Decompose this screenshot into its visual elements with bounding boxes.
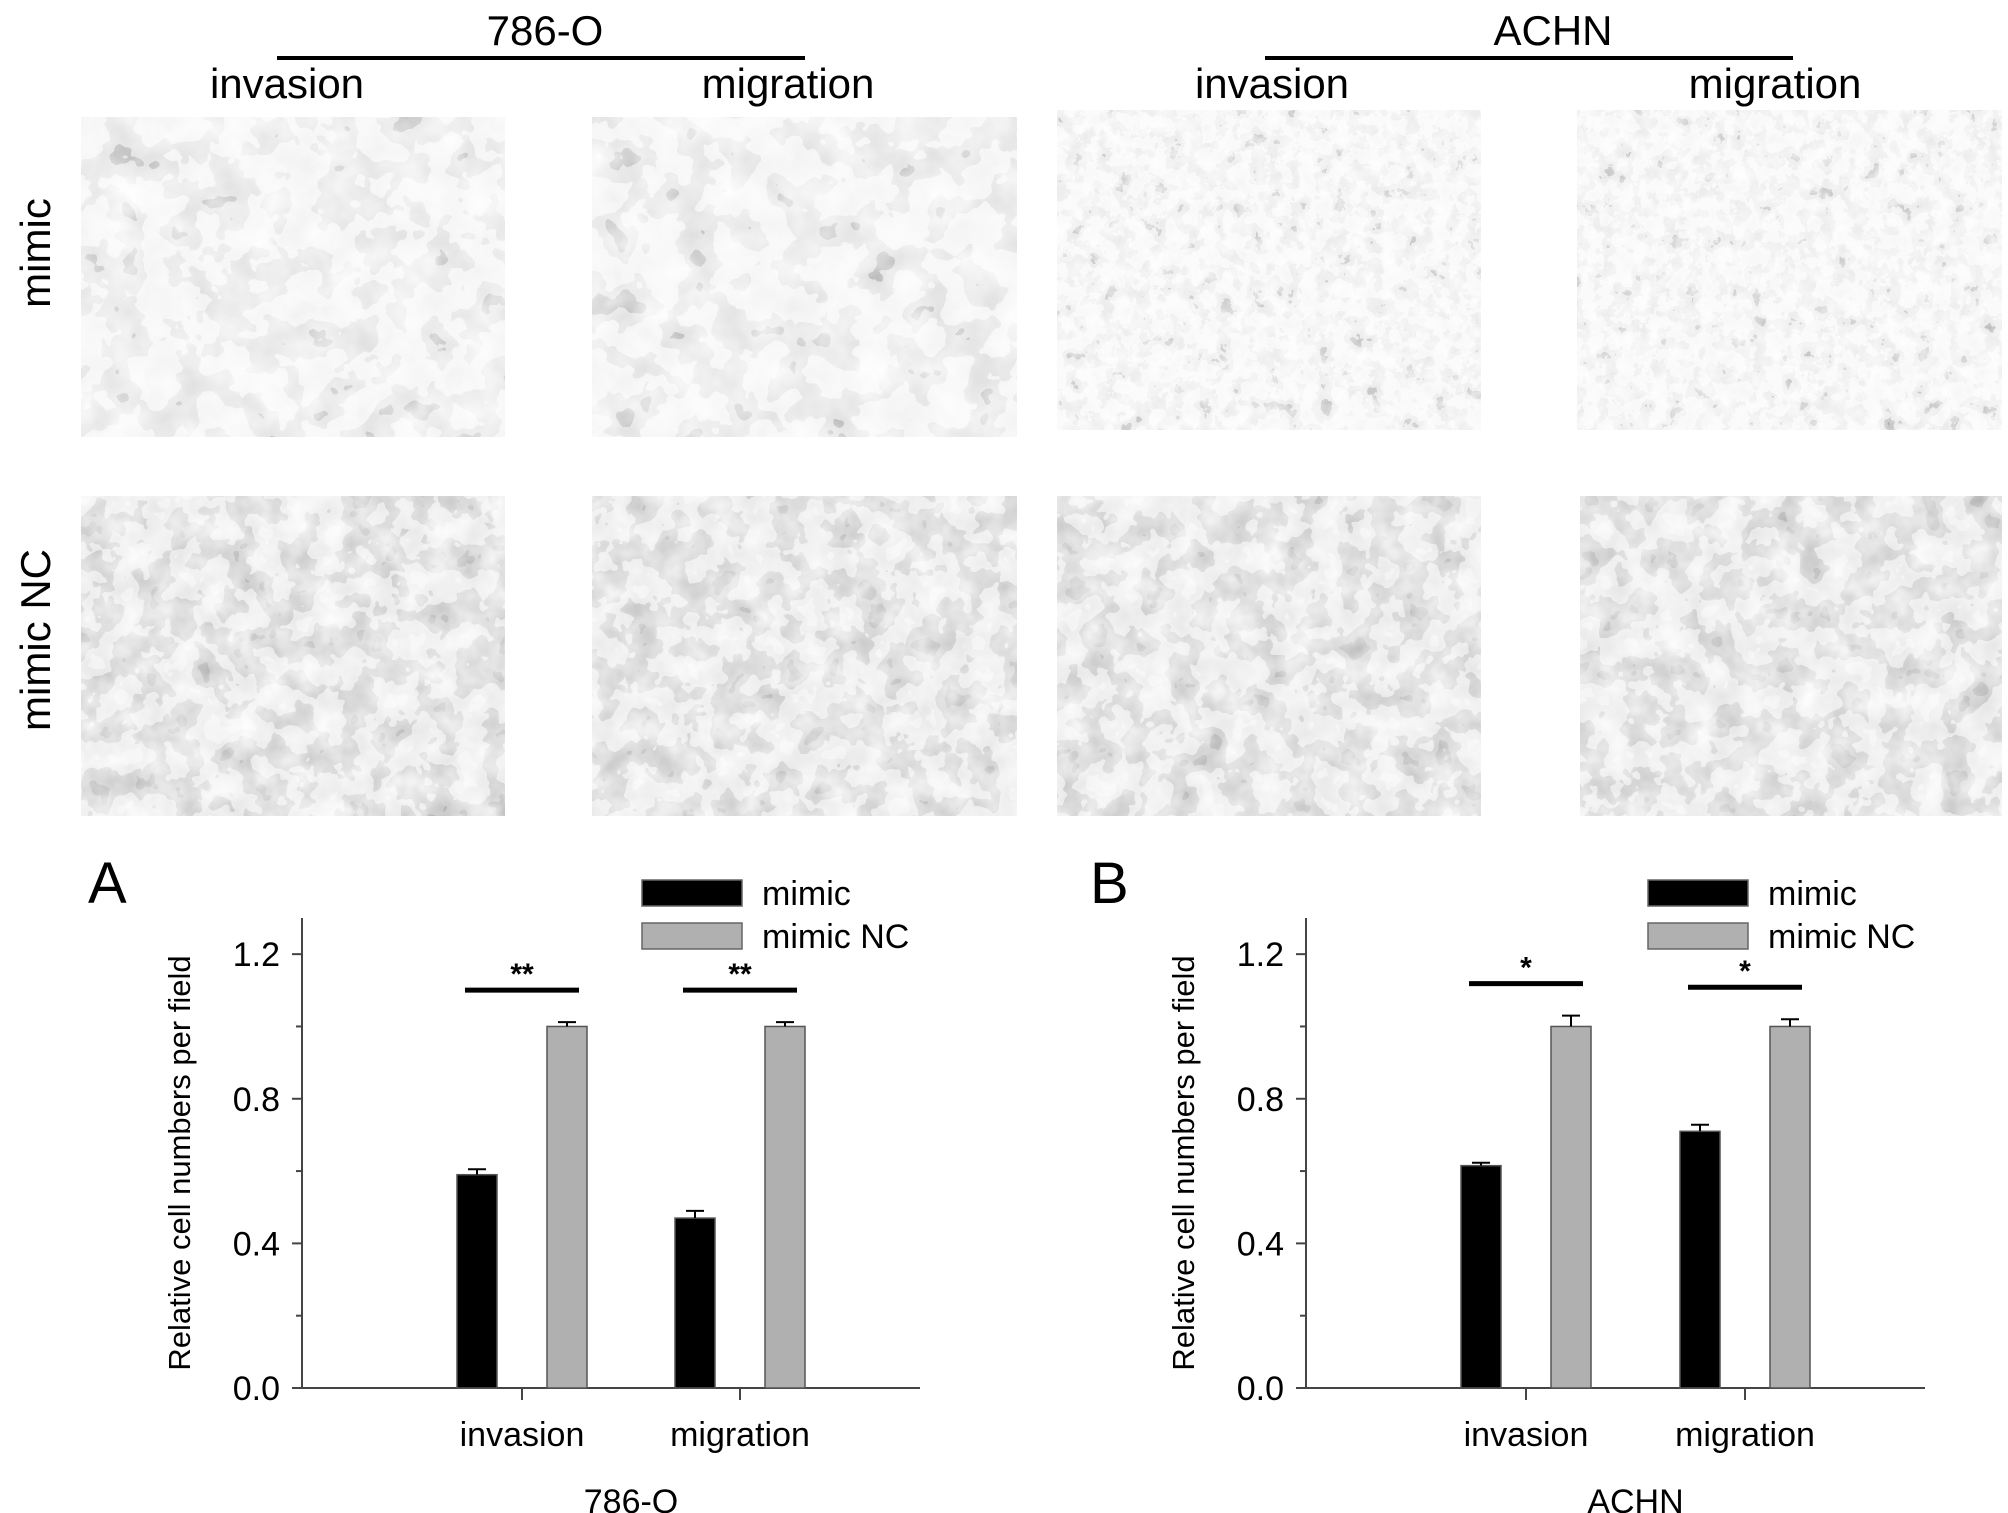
y-tick-label: 0.0 — [1237, 1370, 1284, 1408]
column-label-ACHN-migration: migration — [1689, 60, 1862, 107]
bar-mimic — [1460, 1164, 1502, 1389]
y-tick-label: 0.0 — [233, 1370, 280, 1408]
bar-mimic-nc — [1769, 1025, 1811, 1389]
micrograph-ACHN-invasion-mimic — [1057, 110, 1481, 430]
micrograph-grid — [81, 110, 2002, 816]
legend-label: mimic — [762, 875, 851, 913]
x-axis-label: 786-O — [584, 1483, 679, 1513]
significance-marker: * — [1739, 955, 1751, 988]
chart-b: B 0.0 0.4 0.8 1.2 Relative cell numbers per f… — [1090, 851, 1925, 1513]
x-axis-label: ACHN — [1587, 1483, 1683, 1513]
column-label-ACHN-invasion: invasion — [1195, 60, 1349, 107]
y-tick-label: 0.8 — [1237, 1081, 1284, 1119]
x-tick-label: invasion — [460, 1416, 585, 1454]
micrograph-786-O-invasion-mimic — [81, 117, 505, 437]
legend-label: mimic NC — [1768, 918, 1915, 956]
legend-swatch — [641, 922, 743, 950]
legend-swatch — [641, 879, 743, 907]
y-tick-label: 1.2 — [1237, 936, 1284, 974]
column-label-786-O-invasion: invasion — [210, 60, 364, 107]
micrograph-ACHN-migration-mimic-nc — [1580, 496, 2002, 816]
x-tick-label: invasion — [1464, 1416, 1589, 1454]
micrograph-ACHN-invasion-mimic-nc — [1057, 496, 1481, 816]
bar-mimic-nc — [546, 1025, 588, 1389]
panel-letter: A — [88, 851, 127, 916]
bar-mimic — [456, 1173, 498, 1389]
micrograph-headers: 786-O invasion migration ACHN invasion m… — [12, 7, 1861, 731]
y-tick-label: 0.8 — [233, 1081, 280, 1119]
bar-mimic — [674, 1217, 716, 1389]
y-tick-label: 1.2 — [233, 936, 280, 974]
micrograph-786-O-invasion-mimic-nc — [81, 496, 505, 816]
micrograph-ACHN-migration-mimic — [1577, 110, 2002, 430]
significance-marker: * — [1520, 952, 1532, 985]
row-label-mimic-nc: mimic NC — [12, 549, 59, 731]
panel-letter: B — [1090, 851, 1129, 916]
bar-mimic — [1679, 1130, 1721, 1389]
cell-line-title-786-O: 786-O — [487, 7, 604, 54]
column-label-786-O-migration: migration — [702, 60, 875, 107]
chart-a: A 0.0 0.4 0.8 1.2 Relative cell numbers per f… — [88, 851, 920, 1513]
legend-swatch — [1647, 879, 1749, 907]
y-tick-label: 0.4 — [1237, 1225, 1284, 1263]
y-axis-label: Relative cell numbers per field — [1166, 955, 1201, 1370]
significance-marker: ** — [510, 958, 534, 991]
legend-label: mimic — [1768, 875, 1857, 913]
legend-label: mimic NC — [762, 918, 909, 956]
micrograph-786-O-migration-mimic — [592, 117, 1017, 437]
x-tick-label: migration — [670, 1416, 810, 1454]
micrograph-786-O-migration-mimic-nc — [592, 496, 1017, 816]
y-axis-label: Relative cell numbers per field — [162, 955, 197, 1370]
x-tick-label: migration — [1675, 1416, 1815, 1454]
significance-marker: ** — [728, 958, 752, 991]
bar-mimic-nc — [1550, 1025, 1592, 1389]
y-tick-label: 0.4 — [233, 1225, 280, 1263]
bar-mimic-nc — [764, 1025, 806, 1389]
cell-line-title-ACHN: ACHN — [1493, 7, 1612, 54]
row-label-mimic: mimic — [12, 198, 59, 308]
legend-swatch — [1647, 922, 1749, 950]
